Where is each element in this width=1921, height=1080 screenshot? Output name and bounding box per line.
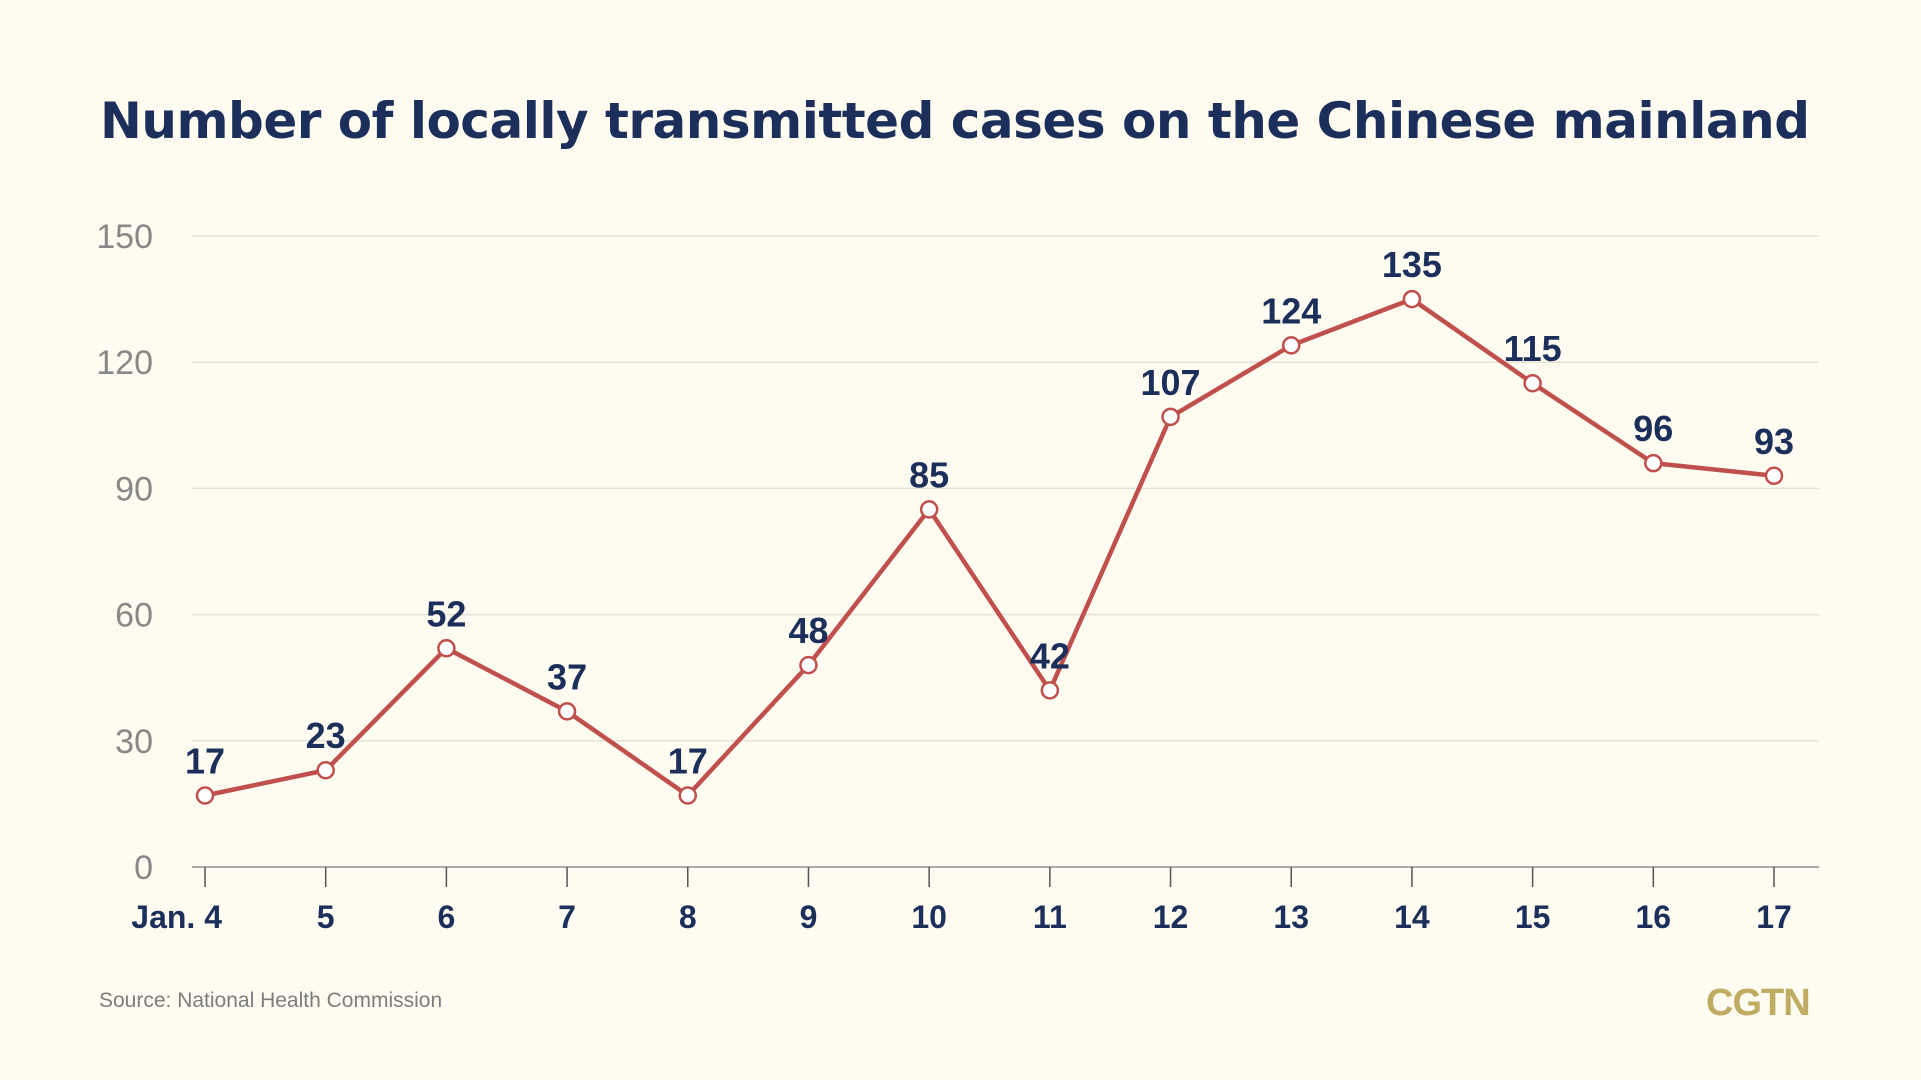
data-point xyxy=(1161,407,1180,427)
x-tick-label: 16 xyxy=(1636,899,1672,935)
x-tick-label: 14 xyxy=(1394,899,1430,935)
data-point xyxy=(437,639,456,658)
source-note: Source: National Health Commission xyxy=(99,989,443,1012)
data-label: 96 xyxy=(1633,408,1673,449)
x-tick-label: 13 xyxy=(1273,899,1309,935)
data-point xyxy=(1644,453,1663,473)
data-point xyxy=(1402,289,1422,309)
data-point xyxy=(195,786,215,805)
data-label: 135 xyxy=(1382,244,1442,285)
data-point xyxy=(1764,466,1784,486)
x-tick-label: 15 xyxy=(1515,899,1551,935)
data-point xyxy=(919,500,939,519)
data-point xyxy=(316,760,335,780)
y-tick-label: 30 xyxy=(115,723,153,761)
x-tick-label: 12 xyxy=(1153,899,1189,935)
y-tick-label: 0 xyxy=(134,849,153,887)
x-tick-label: 11 xyxy=(1033,899,1067,935)
data-label: 85 xyxy=(909,454,949,495)
cgtn-logo: CGTN xyxy=(1706,982,1811,1024)
data-label: 42 xyxy=(1030,635,1070,676)
chart-title: Number of locally transmitted cases on t… xyxy=(100,92,1810,150)
data-label: 17 xyxy=(185,740,225,781)
data-label: 48 xyxy=(788,610,828,651)
y-tick-label: 120 xyxy=(96,344,153,382)
data-label: 23 xyxy=(306,715,346,756)
data-label: 17 xyxy=(668,740,708,781)
x-tick-label: 9 xyxy=(800,899,818,935)
x-tick-label: 7 xyxy=(558,899,576,935)
data-point xyxy=(799,655,818,675)
x-tick-label: 8 xyxy=(679,899,697,935)
x-tick-label: 10 xyxy=(911,899,947,935)
x-tick-label: 5 xyxy=(317,899,335,935)
data-label: 124 xyxy=(1261,290,1321,331)
data-point xyxy=(1523,373,1542,393)
data-point xyxy=(1281,336,1301,355)
y-tick-label: 90 xyxy=(115,470,153,508)
data-label: 115 xyxy=(1504,328,1562,369)
data-point xyxy=(678,786,698,805)
data-label: 52 xyxy=(426,593,466,634)
series-line xyxy=(204,296,1775,798)
data-label: 93 xyxy=(1754,421,1794,462)
y-tick-label: 60 xyxy=(115,597,153,635)
data-label: 107 xyxy=(1140,362,1200,403)
x-tick-label: Jan. 4 xyxy=(131,899,222,935)
y-tick-label: 150 xyxy=(96,218,153,256)
data-label: 37 xyxy=(547,656,587,697)
x-tick-label: 6 xyxy=(437,899,455,935)
data-point xyxy=(1040,681,1060,700)
x-tick-label: 17 xyxy=(1756,899,1792,935)
data-point xyxy=(557,702,577,721)
